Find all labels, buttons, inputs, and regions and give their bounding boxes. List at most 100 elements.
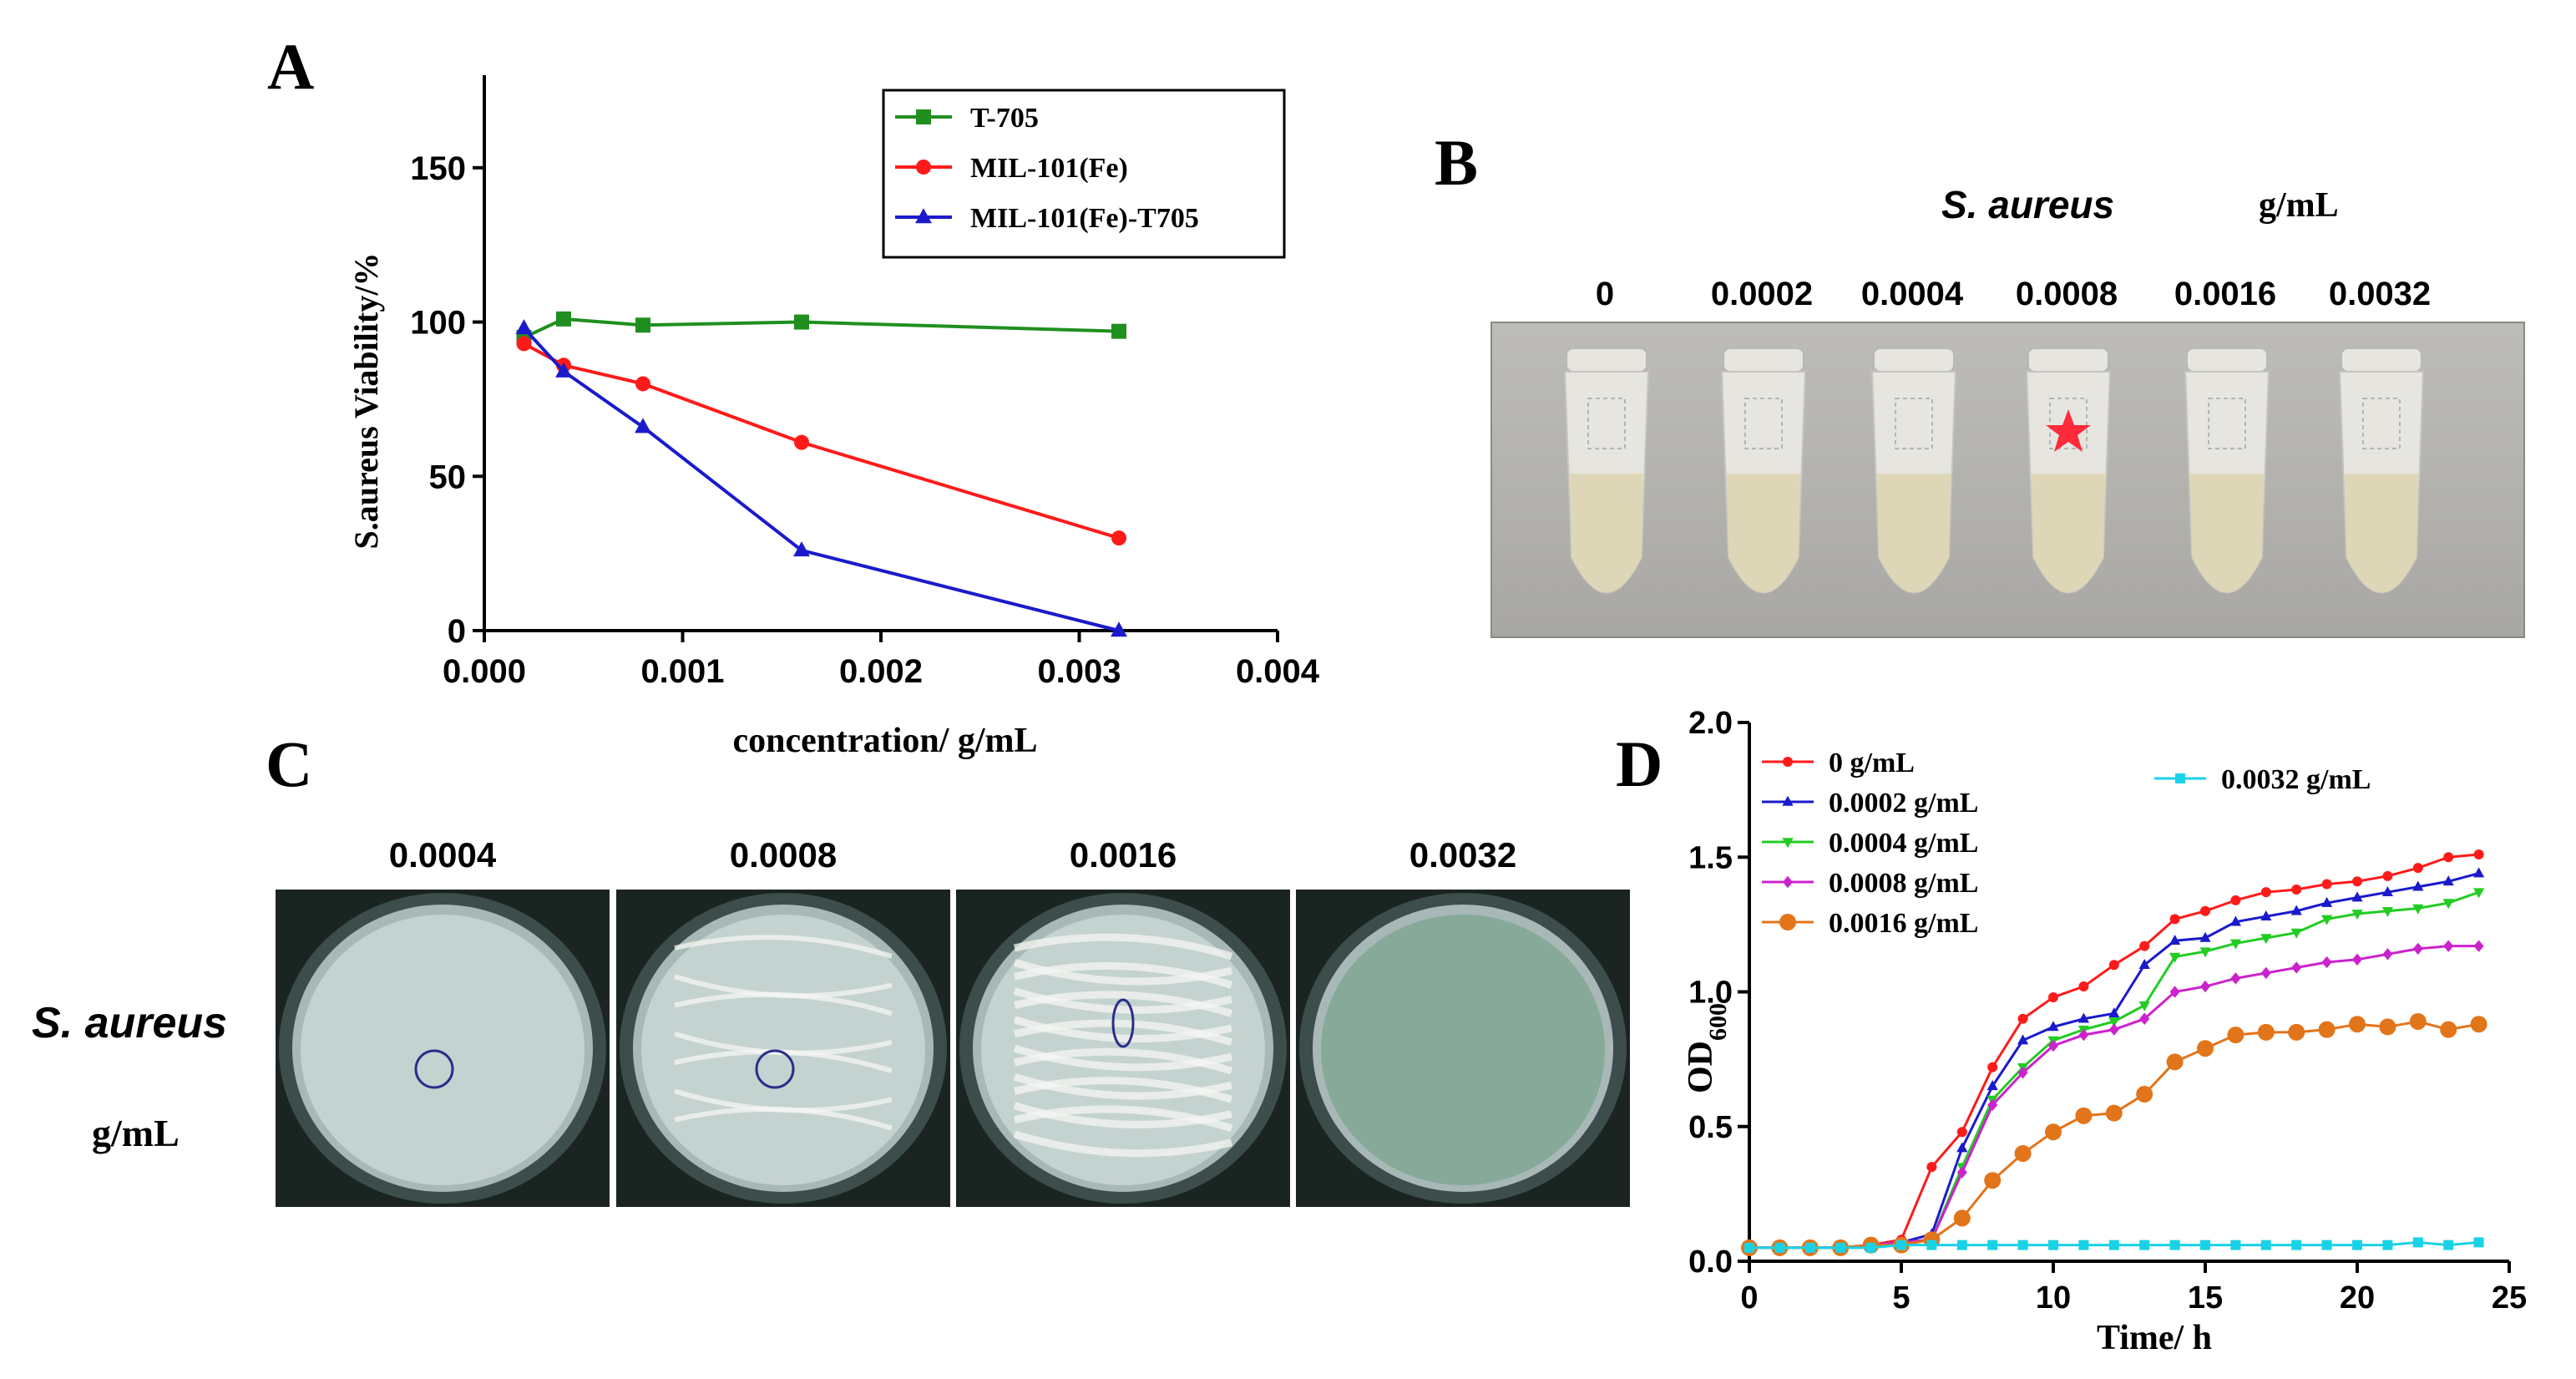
tube-drawing [1563, 347, 1650, 594]
panel-c-concentration-label: 0.0008 [729, 835, 838, 875]
chart-a-x-tick-label: 0.000 [443, 653, 526, 690]
chart-a-axes: 0.000 0.001 0.002 0.003 0.004 0 50 100 150 [410, 75, 1320, 690]
chart-d-point-4 [2227, 1027, 2245, 1044]
chart-d-point-4 [2440, 1021, 2457, 1038]
tube-drawing [1720, 347, 1807, 594]
chart-a-y-axis-title: S.aureus Viability/% [347, 253, 385, 550]
chart-d-legend-label: 0.0004 g/mL [1829, 828, 1978, 859]
chart-d-point-5 [2048, 1240, 2058, 1250]
plate-drawing [956, 890, 1290, 1207]
chart-a-point-2 [635, 418, 651, 433]
chart-d-point-3 [2230, 972, 2241, 985]
chart-d-point-0 [2169, 914, 2180, 925]
chart-d-point-3 [2321, 956, 2332, 969]
chart-d-point-3 [2473, 940, 2484, 952]
chart-a-y-tick-label: 100 [410, 305, 466, 342]
chart-d-point-1 [2442, 875, 2454, 886]
chart-d-point-0 [2291, 884, 2302, 895]
panel-b-concentration-label: 0.0008 [2015, 276, 2118, 312]
agar-plate-photo [276, 890, 610, 1207]
tube [2169, 347, 2285, 624]
chart-d-point-1 [2138, 959, 2150, 970]
chart-d-point-4 [2045, 1123, 2062, 1141]
chart-a-series [515, 311, 1127, 637]
chart-a-x-tick-label: 0.001 [640, 653, 724, 690]
chart-d-point-4 [2136, 1086, 2153, 1103]
chart-d-series-line-3 [1749, 945, 2479, 1250]
chart-d-x-tick-label: 20 [2340, 1280, 2375, 1316]
chart-d-point-2 [2412, 904, 2424, 915]
chart-d-point-2 [2321, 915, 2333, 925]
chart-d-point-4 [2166, 1053, 2184, 1071]
chart-d-point-3 [2048, 1039, 2058, 1052]
chart-d-point-3 [2169, 986, 2180, 998]
chart-d-point-2 [2169, 952, 2181, 963]
chart-a-legend-label: MIL-101(Fe) [970, 153, 1128, 184]
chart-a-point-1 [635, 376, 650, 392]
chart-d-legend-marker [1783, 875, 1793, 889]
chart-d-point-3 [2443, 940, 2454, 952]
chart-a-series-line-2 [523, 327, 1120, 632]
chart-d-axes: 0 5 10 15 20 25 0.0 0.5 1.0 1.5 2.0 [1688, 706, 2527, 1316]
chart-d-legend-label: 0.0032 g/mL [2221, 764, 2371, 795]
chart-d-point-1 [2017, 1034, 2029, 1045]
chart-d-point-5 [2382, 1240, 2393, 1250]
chart-d-point-0 [1956, 1127, 1967, 1138]
chart-d-point-1 [2321, 896, 2333, 907]
chart-d-y-tick-label: 2.0 [1688, 706, 1733, 741]
panel-b-concentration-label: 0.0002 [1710, 276, 1814, 312]
chart-d-point-5 [1835, 1242, 1846, 1253]
tube-drawing [2184, 347, 2270, 594]
chart-d-legend-label: 0.0002 g/mL [1829, 788, 1978, 819]
chart-d-point-1 [2290, 905, 2302, 915]
chart-d-point-0 [2108, 960, 2119, 971]
chart-d-x-axis-title: Time/ h [2097, 1319, 2212, 1357]
chart-d-point-0 [2017, 1013, 2028, 1024]
chart-d-legend-marker [1782, 838, 1794, 849]
chart-d-y-axis-title-main: OD [1682, 1041, 1720, 1093]
panel-c-concentration-label: 0.0004 [388, 835, 497, 875]
chart-d-point-3 [2108, 1023, 2119, 1036]
chart-d-point-5 [2017, 1240, 2028, 1250]
chart-a-series-line-0 [523, 317, 1120, 339]
chart-d-point-5 [1865, 1242, 1876, 1253]
chart-d-point-1 [2078, 1012, 2089, 1023]
chart-d-point-5 [2352, 1240, 2362, 1250]
chart-d-point-5 [2291, 1240, 2302, 1250]
chart-d-point-3 [2412, 942, 2423, 956]
chart-d-point-5 [1774, 1242, 1785, 1253]
chart-d-legend-marker [1779, 914, 1796, 930]
chart-d-point-3 [2017, 1067, 2028, 1079]
agar-plate-photo [956, 890, 1290, 1207]
plate-drawing [1296, 890, 1630, 1207]
chart-d-point-3 [2382, 948, 2393, 961]
chart-a-series-line-1 [523, 342, 1120, 540]
chart-d-point-3 [2139, 1012, 2150, 1025]
chart-d-point-0 [2139, 940, 2150, 951]
chart-d-point-0 [2412, 863, 2423, 874]
chart-a-legend-label: T-705 [970, 103, 1039, 134]
panel-label-c: C [266, 728, 313, 800]
chart-d-series-line-4 [1749, 1020, 2479, 1250]
chart-d-point-4 [1953, 1209, 1971, 1227]
chart-d-point-0 [2230, 895, 2241, 905]
chart-d-y-tick-label: 1.0 [1688, 976, 1733, 1011]
chart-a-y-tick-label: 0 [448, 613, 466, 650]
chart-d-point-3 [2078, 1028, 2089, 1042]
chart-a-point-2 [515, 319, 533, 335]
panel-label-b: B [1435, 126, 1479, 199]
chart-d-point-4 [2197, 1040, 2214, 1057]
chart-a-y-tick-label: 50 [429, 459, 467, 495]
tube [2010, 347, 2127, 624]
tube [1548, 347, 1665, 624]
chart-d-x-tick-label: 5 [1892, 1280, 1910, 1316]
chart-a-x-axis-title: concentration/ g/mL [732, 722, 1037, 760]
chart-d-legend-label: 0.0016 g/mL [1829, 908, 1978, 939]
chart-a-point-2 [555, 362, 572, 378]
tube [1705, 347, 1822, 624]
panel-c-organism: S. aureus [32, 999, 228, 1047]
chart-a-legend-marker [915, 208, 932, 224]
chart-d-point-4 [2014, 1145, 2032, 1162]
chart-d-point-0 [2473, 849, 2484, 860]
red-star-icon [2046, 409, 2091, 452]
